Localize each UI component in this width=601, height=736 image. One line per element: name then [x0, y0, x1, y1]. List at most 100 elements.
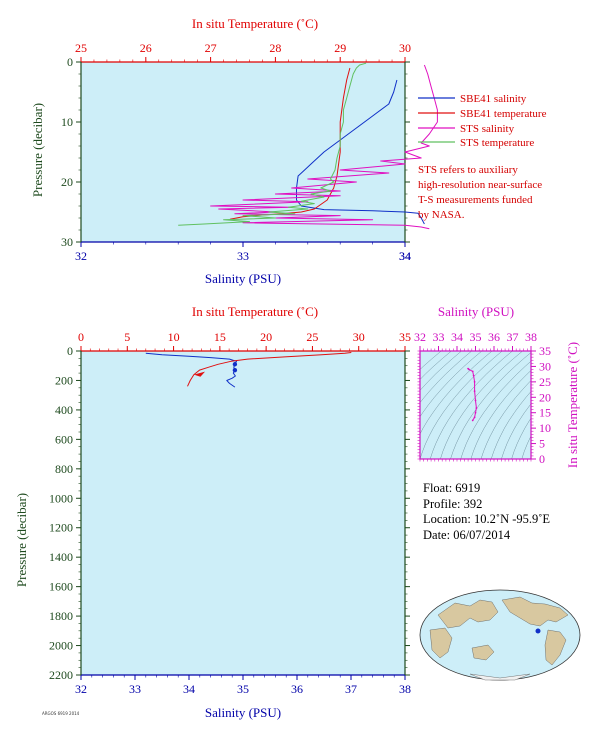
temperature-tick-label: 35	[399, 330, 411, 344]
top-plot-area	[81, 62, 405, 242]
top-temp-axis-title: In situ Temperature (˚C)	[192, 16, 318, 31]
map-land-americas-south	[544, 629, 567, 666]
series-line-sts-temperature	[178, 62, 367, 226]
density-contour	[420, 351, 483, 418]
ts-series-point	[473, 380, 476, 383]
pressure-tick-label: 2000	[49, 639, 73, 653]
pressure-tick-label: 20	[61, 175, 73, 189]
ts-salinity-tick-label: 36	[488, 330, 500, 344]
bottom-plot: 32 33 34 35 36 37 38 0 5 10 15 20 25 30 35 0 200 400 600 80…	[14, 304, 411, 720]
density-contour	[501, 403, 531, 459]
temperature-tick-label: 25	[306, 330, 318, 344]
temperature-tick-label: 27	[205, 41, 217, 55]
density-contour	[460, 360, 531, 459]
bottom-axes: 32 33 34 35 36 37 38 0 5 10 15 20 25 30 35 0 200 400 600 80…	[49, 330, 411, 696]
ts-salinity-tick-label: 37	[507, 330, 519, 344]
ts-temp-axis-title: In situ Temperature (˚C)	[565, 342, 580, 468]
ts-salinity-tick-label: 32	[414, 330, 426, 344]
legend-label-sbe-temperature: SBE41 temperature	[460, 108, 547, 120]
density-contour	[450, 352, 531, 459]
ts-salinity-tick-label: 34	[451, 330, 463, 344]
pressure-tick-label: 10	[61, 115, 73, 129]
map-land-antarctica	[469, 673, 531, 681]
temperature-tick-label: 30	[399, 41, 411, 55]
bottom-series	[145, 352, 352, 388]
temperature-tick-label: 10	[168, 330, 180, 344]
series-line-sbe41-salinity	[296, 79, 425, 225]
density-contour	[429, 351, 513, 459]
temperature-tick-label: 20	[260, 330, 272, 344]
density-contour	[440, 351, 523, 459]
ts-series-point	[472, 374, 475, 377]
salinity-tick-label: 35	[237, 682, 249, 696]
density-contour	[420, 351, 493, 435]
pressure-tick-label: 200	[55, 373, 73, 387]
density-contour	[420, 351, 452, 380]
pressure-tick-label: 1600	[49, 580, 73, 594]
temperature-tick-label: 26	[140, 41, 152, 55]
sts-note-line: STS refers to auxiliary	[418, 164, 518, 176]
pressure-tick-label: 30	[61, 235, 73, 249]
ts-temperature-tick-label: 35	[539, 344, 551, 358]
density-contour	[420, 351, 472, 404]
pressure-tick-label: 0	[67, 55, 73, 69]
ts-temperature-tick-label: 0	[539, 452, 545, 466]
profile-number: Profile: 392	[423, 496, 483, 511]
ts-salinity-tick-label: 38	[525, 330, 537, 344]
pressure-tick-label: 400	[55, 403, 73, 417]
float-id: Float: 6919	[423, 481, 481, 495]
float-location-marker	[535, 628, 541, 634]
sts-note: STS refers to auxiliary high-resolution …	[418, 163, 542, 223]
ts-series-point	[473, 416, 476, 419]
ts-series-point	[474, 411, 477, 414]
sts-note-line: T-S measurements funded	[418, 194, 533, 206]
sts-note-line: high-resolution near-surface	[418, 179, 543, 191]
legend: SBE41 salinity SBE41 temperature STS sal…	[418, 93, 547, 149]
salinity-marker	[232, 367, 238, 373]
bottom-sal-axis-title: Salinity (PSU)	[205, 705, 281, 720]
float-marker-dot	[535, 628, 541, 634]
salinity-tick-label: 33	[129, 682, 141, 696]
ts-temperature-tick-label: 15	[539, 406, 551, 420]
density-contour	[470, 370, 531, 459]
temperature-tick-label: 15	[214, 330, 226, 344]
series-line-sbe41-salinity	[145, 352, 237, 388]
pressure-tick-label: 1400	[49, 550, 73, 564]
ts-temperature-tick-label: 30	[539, 359, 551, 373]
footer-tag: ARGOS 6919 2014	[42, 711, 80, 716]
temperature-tick-label: 30	[353, 330, 365, 344]
map-land-eurasia	[437, 599, 499, 629]
world-map	[419, 589, 581, 681]
sts-note-line: by NASA.	[418, 209, 465, 221]
ts-salinity-tick-label: 33	[433, 330, 445, 344]
bottom-pressure-axis-title: Pressure (decibar)	[14, 493, 29, 587]
series-line-sts-salinity	[210, 64, 438, 230]
density-contour	[480, 380, 531, 459]
salinity-tick-label: 37	[345, 682, 357, 696]
density-contour	[490, 391, 531, 459]
legend-label-sts-temperature: STS temperature	[460, 137, 534, 149]
salinity-marker	[232, 362, 238, 367]
salinity-tick-label: 34	[399, 249, 411, 263]
location: Location: 10.2˚N -95.9˚E	[423, 512, 551, 526]
top-series	[178, 62, 438, 230]
series-line-sbe41-temperature	[187, 352, 352, 387]
legend-label-sbe-salinity: SBE41 salinity	[460, 93, 527, 105]
ts-series-point	[471, 370, 474, 373]
pressure-tick-label: 2200	[49, 668, 73, 682]
density-contour	[420, 351, 503, 459]
density-contour	[511, 417, 531, 459]
ts-salinity-tick-label: 35	[470, 330, 482, 344]
temperature-tick-label: 25	[75, 41, 87, 55]
ts-series-point	[473, 390, 476, 393]
ts-series	[467, 367, 478, 422]
salinity-tick-label: 34	[399, 249, 411, 263]
map-land-australia	[471, 644, 495, 661]
ts-temperature-tick-label: 5	[539, 437, 545, 451]
temperature-arrowhead	[193, 371, 206, 377]
ts-temperature-tick-label: 25	[539, 375, 551, 389]
